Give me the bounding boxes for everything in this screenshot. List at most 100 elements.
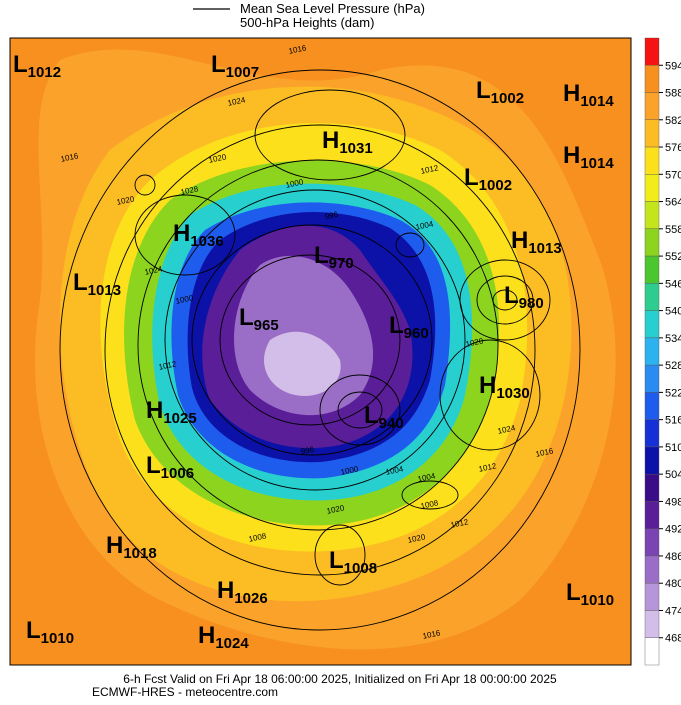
pressure-center: L1002 — [464, 164, 512, 194]
colorbar-band — [644, 419, 660, 448]
map-area — [10, 38, 631, 665]
colorbar-band — [644, 255, 660, 284]
colorbar-band — [644, 637, 660, 666]
center-value: 1030 — [496, 385, 529, 402]
center-value: 1012 — [28, 64, 61, 81]
isobar-label: 1024 — [227, 95, 247, 108]
center-value: 980 — [519, 295, 544, 312]
pressure-center: L1012 — [13, 51, 61, 81]
isobars — [59, 69, 581, 631]
center-value: 1006 — [161, 465, 194, 482]
pressure-center: H1030 — [479, 372, 530, 402]
pressure-center: H1018 — [106, 532, 157, 562]
isobar-label: 1012 — [420, 163, 440, 176]
center-type: L — [504, 282, 519, 309]
isobar-label: 1000 — [285, 177, 305, 190]
pressure-center: H1026 — [217, 577, 268, 607]
footer-line1: 6-h Fcst Valid on Fri Apr 18 06:00:00 20… — [123, 672, 557, 686]
isobar-label: 1020 — [116, 194, 136, 207]
center-type: H — [563, 142, 580, 169]
center-type: H — [106, 532, 123, 559]
center-value: 1002 — [491, 90, 524, 107]
colorbar-band — [644, 201, 660, 230]
isobar-label: 1016 — [535, 446, 555, 459]
pressure-center: L980 — [504, 282, 544, 312]
colorbar-band — [644, 446, 660, 475]
isobar-label: 1008 — [248, 531, 268, 544]
pressure-center: H1014 — [563, 80, 614, 110]
isobar-label: 1008 — [420, 498, 440, 511]
center-type: H — [217, 577, 234, 604]
center-value: 1013 — [528, 240, 561, 257]
colorbar-band — [644, 583, 660, 611]
center-value: 1031 — [339, 140, 372, 157]
center-value: 1014 — [580, 93, 614, 110]
colorbar-label: 540 — [665, 306, 681, 318]
colorbar-label: 516 — [665, 415, 681, 427]
isobar-label: 1004 — [417, 471, 437, 484]
center-type: L — [211, 51, 226, 78]
colorbar-band — [644, 310, 660, 339]
colorbar-band — [644, 610, 660, 638]
isobar-label: 1012 — [158, 359, 178, 372]
pressure-center: H1025 — [146, 397, 197, 427]
pressure-center: L1007 — [211, 51, 259, 81]
colorbar-band — [644, 92, 660, 120]
center-value: 1013 — [88, 282, 121, 299]
colorbar-band — [644, 337, 660, 366]
colorbar-label: 588 — [665, 88, 681, 100]
center-value: 1036 — [190, 233, 223, 250]
center-value: 1007 — [226, 64, 259, 81]
center-type: H — [479, 372, 496, 399]
center-type: H — [563, 80, 580, 107]
isobar-label: 1024 — [144, 264, 164, 277]
isobar-label: 1016 — [422, 628, 442, 641]
center-type: H — [146, 397, 163, 424]
center-value: 960 — [404, 325, 429, 342]
colorbar-band — [644, 119, 660, 148]
center-type: L — [329, 547, 344, 574]
center-type: H — [511, 227, 528, 254]
pressure-center: L940 — [364, 402, 404, 432]
isobar-label: 1024 — [497, 423, 517, 436]
center-type: L — [146, 452, 161, 479]
center-type: L — [364, 402, 379, 429]
pressure-center: H1031 — [322, 127, 373, 157]
isobar-label: 1012 — [478, 461, 498, 474]
center-value: 1010 — [41, 630, 74, 647]
colorbar-label: 534 — [665, 333, 681, 345]
center-value: 1026 — [234, 590, 267, 607]
colorbar-band — [644, 228, 660, 257]
pressure-center: L965 — [239, 304, 279, 334]
center-value: 1024 — [215, 635, 249, 652]
center-type: L — [314, 242, 329, 269]
colorbar-band — [644, 283, 660, 311]
colorbar-band — [644, 528, 660, 557]
center-type: H — [198, 622, 215, 649]
center-type: L — [566, 579, 581, 606]
center-type: L — [389, 312, 404, 339]
colorbar-label: 570 — [665, 169, 681, 181]
pressure-center: L1013 — [73, 269, 121, 299]
pressure-center: L970 — [314, 242, 354, 272]
legend-heights: 500-hPa Heights (dam) — [240, 15, 374, 30]
colorbar-label: 486 — [665, 551, 681, 563]
isobar-label: 1016 — [288, 43, 308, 56]
colorbar-band — [644, 65, 660, 93]
footer-line2: ECMWF-HRES - meteocentre.com — [92, 685, 278, 699]
isobar-label: 1012 — [450, 517, 470, 530]
colorbar-label: 564 — [665, 197, 681, 209]
isobar-label: 1000 — [175, 293, 195, 306]
center-value: 1014 — [580, 155, 614, 172]
center-type: L — [464, 164, 479, 191]
isobar-label: 1004 — [415, 219, 435, 232]
center-type: L — [73, 269, 88, 296]
pressure-center: H1036 — [173, 220, 224, 250]
isobar-label: 1020 — [326, 503, 346, 516]
colorbar-label: 498 — [665, 496, 681, 508]
colorbar-band — [644, 501, 660, 529]
colorbar-band — [644, 37, 660, 66]
center-value: 940 — [379, 415, 404, 432]
pressure-center: L1008 — [329, 547, 377, 577]
